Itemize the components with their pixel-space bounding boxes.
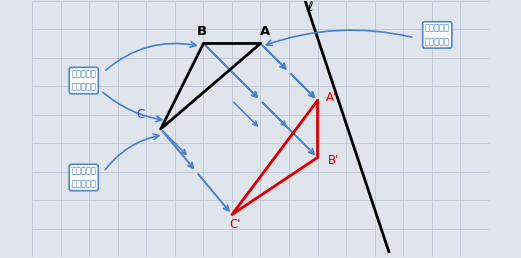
Text: A': A' [326,91,338,104]
Text: B: B [197,25,207,38]
Text: C': C' [229,218,241,231]
Text: 右に２マス
下に２マス: 右に２マス 下に２マス [71,69,96,92]
Text: 右に１マス
下に１マス: 右に１マス 下に１マス [71,166,96,189]
Text: 右に１マス
下に１マス: 右に１マス 下に１マス [425,24,450,46]
Text: ℓ: ℓ [307,1,313,14]
Text: C: C [137,108,145,121]
Text: A: A [259,25,270,38]
Text: B': B' [328,154,339,167]
